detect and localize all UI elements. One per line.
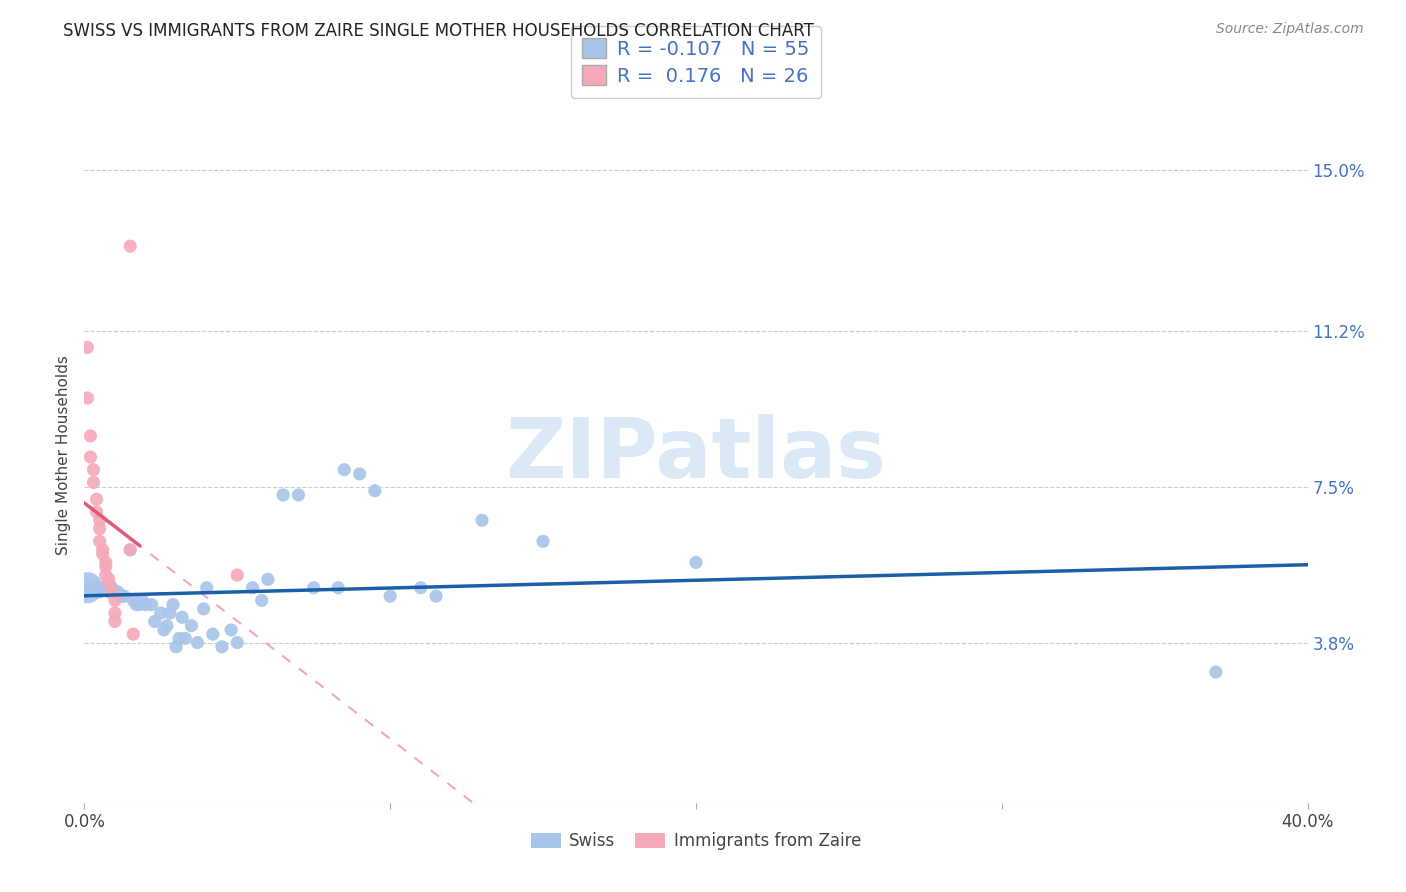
Point — [186, 635, 208, 649]
Point — [104, 585, 127, 599]
Point — [195, 581, 218, 595]
Point — [79, 450, 101, 464]
Point — [104, 593, 127, 607]
Point — [83, 463, 105, 477]
Point — [143, 615, 166, 629]
Point — [120, 239, 142, 253]
Point — [125, 598, 148, 612]
Point — [76, 391, 98, 405]
Point — [122, 627, 145, 641]
Point — [219, 623, 242, 637]
Point — [328, 581, 350, 595]
Point — [172, 610, 194, 624]
Point — [101, 585, 124, 599]
Text: SWISS VS IMMIGRANTS FROM ZAIRE SINGLE MOTHER HOUSEHOLDS CORRELATION CHART: SWISS VS IMMIGRANTS FROM ZAIRE SINGLE MO… — [63, 22, 814, 40]
Point — [165, 640, 187, 654]
Point — [76, 581, 98, 595]
Point — [242, 581, 264, 595]
Point — [131, 593, 153, 607]
Point — [201, 627, 224, 641]
Point — [135, 598, 157, 612]
Point — [193, 602, 215, 616]
Point — [349, 467, 371, 481]
Point — [94, 559, 117, 574]
Point — [94, 568, 117, 582]
Point — [79, 581, 101, 595]
Point — [110, 589, 132, 603]
Point — [83, 475, 105, 490]
Point — [167, 632, 190, 646]
Point — [162, 598, 184, 612]
Point — [159, 606, 181, 620]
Text: Source: ZipAtlas.com: Source: ZipAtlas.com — [1216, 22, 1364, 37]
Point — [128, 598, 150, 612]
Point — [153, 623, 176, 637]
Point — [471, 513, 494, 527]
Point — [91, 542, 114, 557]
Point — [104, 606, 127, 620]
Point — [425, 589, 447, 603]
Point — [97, 585, 120, 599]
Point — [226, 635, 249, 649]
Point — [89, 513, 111, 527]
Point — [86, 581, 108, 595]
Point — [226, 568, 249, 582]
Point — [101, 581, 124, 595]
Point — [333, 463, 356, 477]
Point — [79, 429, 101, 443]
Y-axis label: Single Mother Households: Single Mother Households — [56, 355, 72, 555]
Point — [86, 492, 108, 507]
Point — [120, 542, 142, 557]
Point — [409, 581, 432, 595]
Point — [86, 505, 108, 519]
Point — [89, 522, 111, 536]
Point — [257, 572, 280, 586]
Point — [302, 581, 325, 595]
Point — [364, 483, 387, 498]
Point — [107, 585, 129, 599]
Text: ZIPatlas: ZIPatlas — [506, 415, 886, 495]
Point — [685, 556, 707, 570]
Point — [83, 581, 105, 595]
Point — [97, 572, 120, 586]
Point — [180, 618, 202, 632]
Point — [97, 576, 120, 591]
Legend: Swiss, Immigrants from Zaire: Swiss, Immigrants from Zaire — [524, 826, 868, 857]
Point — [89, 585, 111, 599]
Point — [94, 556, 117, 570]
Point — [112, 589, 135, 603]
Point — [149, 606, 172, 620]
Point — [250, 593, 273, 607]
Point — [76, 340, 98, 354]
Point — [141, 598, 163, 612]
Point — [156, 618, 179, 632]
Point — [211, 640, 233, 654]
Point — [1205, 665, 1227, 679]
Point — [91, 547, 114, 561]
Point — [122, 593, 145, 607]
Point — [271, 488, 294, 502]
Point — [120, 542, 142, 557]
Point — [94, 581, 117, 595]
Point — [380, 589, 402, 603]
Point — [104, 615, 127, 629]
Point — [287, 488, 309, 502]
Point — [89, 534, 111, 549]
Point — [174, 632, 197, 646]
Point — [531, 534, 554, 549]
Point — [91, 581, 114, 595]
